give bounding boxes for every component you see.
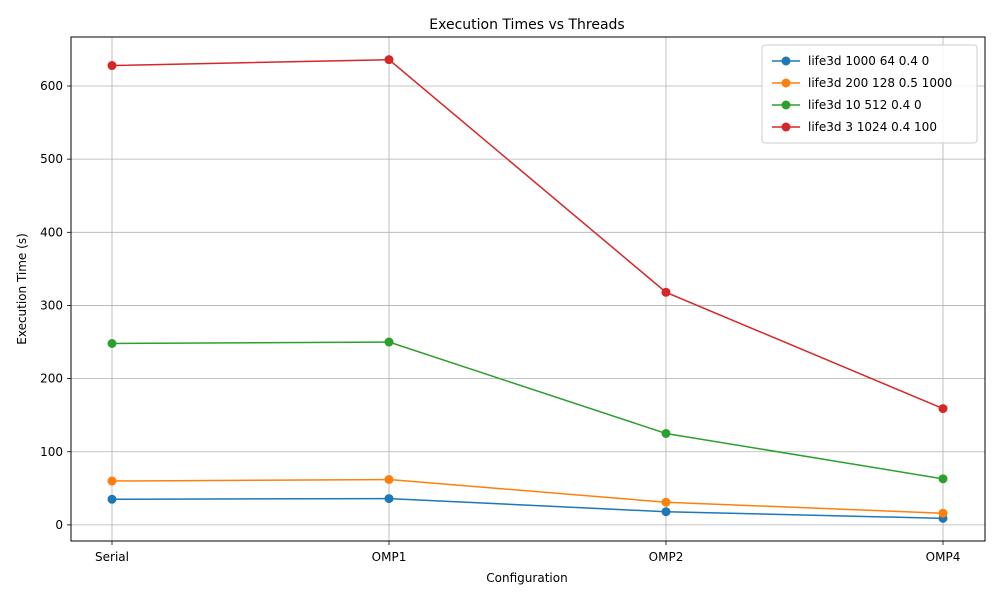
axes: Serial OMP1 OMP2 OMP4 0 100 200 300 400 500 600 bbox=[40, 79, 960, 564]
series-2 bbox=[107, 475, 948, 518]
series-line bbox=[111, 341, 944, 480]
data-point bbox=[107, 476, 117, 486]
data-point bbox=[661, 428, 671, 438]
legend-label: life3d 3 1024 0.4 100 bbox=[808, 120, 937, 134]
legend: life3d 1000 64 0.4 0 life3d 200 128 0.5 1… bbox=[761, 44, 978, 144]
legend-entry: life3d 3 1024 0.4 100 bbox=[772, 120, 937, 134]
legend-marker bbox=[781, 78, 791, 88]
y-axis-label: Execution Time (s) bbox=[15, 233, 29, 345]
chart-title: Execution Times vs Threads bbox=[429, 17, 624, 33]
y-tick-label: 0 bbox=[55, 518, 63, 532]
legend-marker bbox=[781, 122, 791, 132]
data-point bbox=[661, 507, 671, 517]
series-4 bbox=[107, 55, 948, 414]
data-point bbox=[107, 494, 117, 504]
x-tick-label: OMP2 bbox=[649, 550, 684, 564]
data-point bbox=[384, 494, 394, 504]
legend-entry: life3d 10 512 0.4 0 bbox=[772, 98, 922, 112]
y-tick-label: 100 bbox=[40, 445, 63, 459]
data-point bbox=[107, 61, 117, 71]
x-tick-label: OMP1 bbox=[372, 550, 407, 564]
y-tick-label: 400 bbox=[40, 225, 63, 239]
series-3 bbox=[107, 337, 948, 484]
series-layer bbox=[107, 55, 948, 523]
legend-marker bbox=[781, 100, 791, 110]
series-line bbox=[111, 497, 944, 520]
data-point bbox=[384, 55, 394, 65]
series-line bbox=[111, 58, 944, 410]
legend-label: life3d 200 128 0.5 1000 bbox=[808, 76, 952, 90]
data-point bbox=[384, 475, 394, 485]
x-tick-label: OMP4 bbox=[926, 550, 961, 564]
legend-entry: life3d 200 128 0.5 1000 bbox=[772, 76, 952, 90]
data-point bbox=[661, 497, 671, 507]
legend-box bbox=[761, 44, 978, 144]
y-tick-label: 300 bbox=[40, 298, 63, 312]
data-point bbox=[107, 338, 117, 348]
y-tick-label: 200 bbox=[40, 372, 63, 386]
series-line bbox=[111, 478, 944, 514]
x-tick-label: Serial bbox=[95, 550, 129, 564]
legend-label: life3d 1000 64 0.4 0 bbox=[808, 54, 929, 68]
data-point bbox=[384, 337, 394, 347]
y-tick-label: 500 bbox=[40, 152, 63, 166]
legend-label: life3d 10 512 0.4 0 bbox=[808, 98, 922, 112]
x-axis-label: Configuration bbox=[486, 571, 567, 585]
data-point bbox=[661, 287, 671, 297]
data-point bbox=[938, 508, 948, 518]
series-1 bbox=[107, 494, 948, 523]
data-point bbox=[938, 404, 948, 414]
plot-frame bbox=[70, 36, 986, 542]
legend-marker bbox=[781, 56, 791, 66]
y-tick-label: 600 bbox=[40, 79, 63, 93]
legend-entry: life3d 1000 64 0.4 0 bbox=[772, 54, 929, 68]
data-point bbox=[938, 474, 948, 484]
